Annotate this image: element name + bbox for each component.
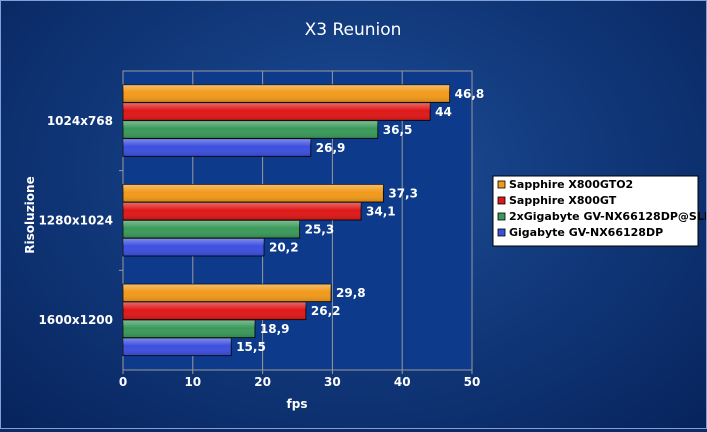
category-label: 1280x1024	[38, 214, 113, 228]
legend-swatch	[497, 196, 506, 205]
bar-shine	[123, 84, 450, 103]
bar-shine	[123, 202, 362, 220]
bars	[122, 84, 451, 357]
legend: Sapphire X800GTO2 Sapphire X800GT 2xGigaby…	[492, 175, 707, 247]
bar-shine	[123, 338, 232, 356]
legend-swatch	[497, 212, 506, 221]
x-tick-label: 40	[394, 375, 411, 389]
category-label: 1024x768	[47, 114, 113, 128]
data-label: 29,8	[336, 286, 366, 300]
bar-shine	[123, 102, 431, 121]
x-tick-label: 20	[254, 375, 271, 389]
data-label: 26,9	[316, 141, 346, 155]
legend-entry: Sapphire X800GTO2	[509, 178, 633, 191]
bar-shine	[123, 302, 306, 320]
bar-shine	[123, 320, 255, 338]
legend-entry: 2xGigabyte GV-NX66128DP@SLI	[509, 210, 706, 223]
data-label: 36,5	[383, 123, 413, 137]
bar-shine	[123, 120, 378, 139]
data-label: 18,9	[260, 322, 290, 336]
legend-entry: Gigabyte GV-NX66128DP	[509, 226, 663, 239]
data-label: 25,3	[305, 223, 335, 237]
bar-shine	[123, 184, 384, 202]
value-labels: 46,844 36,5 26,9 37,3 34,1 25,3 20,2 29,8 26,2 18…	[236, 87, 484, 354]
data-label: 46,8	[455, 87, 485, 101]
category-label: 1600x1200	[38, 313, 113, 327]
y-axis: 1024x768 1280x1024 1600x1200	[38, 114, 123, 327]
x-tick-label: 10	[184, 375, 201, 389]
data-label: 20,2	[269, 241, 299, 255]
bar-shine	[123, 138, 311, 157]
legend-swatch	[497, 228, 506, 237]
x-tick-label: 50	[464, 375, 481, 389]
x-axis: 0 10 20 30 40 50	[119, 370, 481, 389]
bar-shine	[123, 238, 264, 256]
bar-shine	[123, 220, 300, 238]
data-label: 26,2	[311, 304, 341, 318]
x-tick-label: 30	[324, 375, 341, 389]
data-label: 15,5	[236, 340, 266, 354]
data-label: 37,3	[388, 187, 418, 201]
x-tick-label: 0	[119, 375, 127, 389]
data-label: 34,1	[366, 205, 396, 219]
chart-title: X3 Reunion	[305, 20, 402, 40]
legend-box	[492, 175, 699, 247]
legend-entry: Sapphire X800GT	[509, 194, 617, 207]
bar-shine	[123, 284, 332, 302]
x-axis-title: fps	[287, 397, 308, 411]
data-label: 44	[435, 105, 452, 119]
legend-swatch	[497, 180, 506, 189]
y-axis-title: Risoluzione	[23, 176, 37, 253]
